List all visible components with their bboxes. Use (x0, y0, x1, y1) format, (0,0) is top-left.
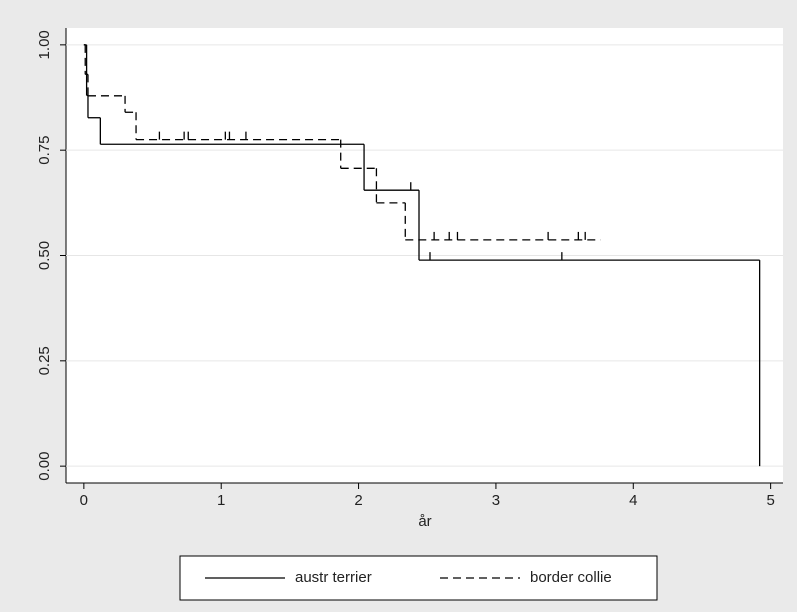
x-tick-label: 2 (354, 492, 362, 509)
x-axis-label: år (418, 513, 431, 530)
legend-label: border collie (530, 569, 612, 586)
y-tick-label: 0.25 (36, 346, 53, 375)
legend-label: austr terrier (295, 569, 372, 586)
y-tick-label: 1.00 (36, 30, 53, 59)
x-tick-label: 3 (492, 492, 500, 509)
x-tick-label: 1 (217, 492, 225, 509)
x-tick-label: 5 (766, 492, 774, 509)
y-tick-label: 0.50 (36, 241, 53, 270)
x-tick-label: 4 (629, 492, 637, 509)
y-tick-label: 0.00 (36, 452, 53, 481)
y-tick-label: 0.75 (36, 136, 53, 165)
x-tick-label: 0 (80, 492, 88, 509)
